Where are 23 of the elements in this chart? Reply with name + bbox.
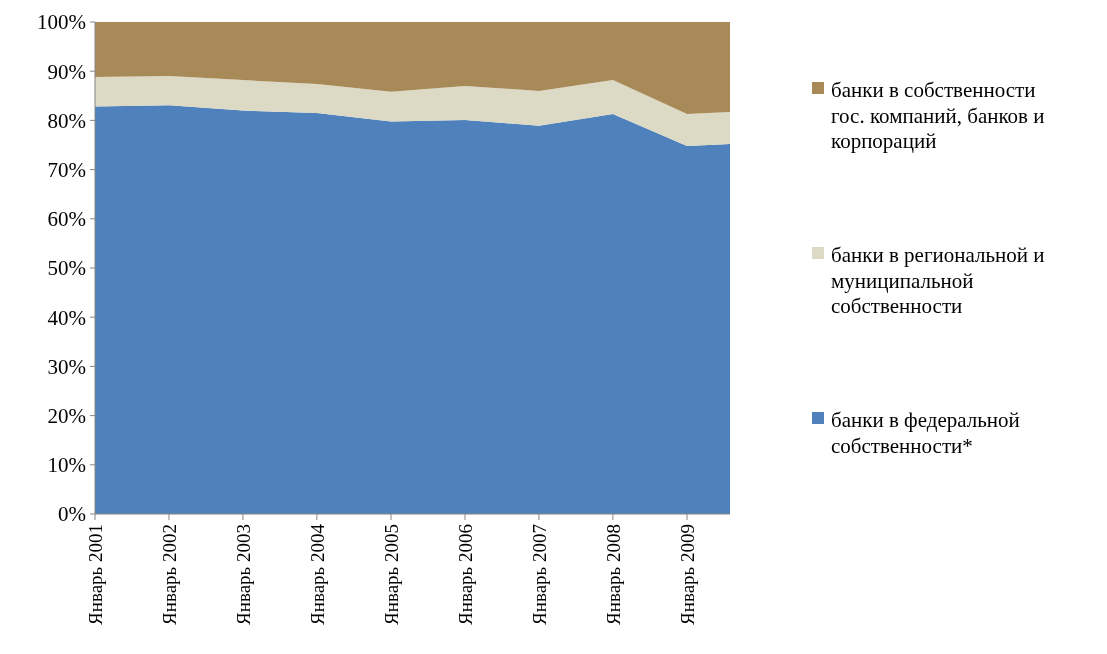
x-tick-label: Январь 2002 [158, 524, 180, 625]
x-tick-label: Январь 2009 [676, 524, 698, 625]
legend-label: банки в федеральной собственности* [831, 408, 1020, 458]
x-tick-label: Январь 2006 [454, 524, 476, 625]
x-tick-label: Январь 2001 [84, 524, 106, 625]
y-tick-label: 50% [47, 256, 86, 281]
x-tick-label: Январь 2005 [380, 524, 402, 625]
y-tick-label: 40% [47, 305, 86, 330]
x-tick-label: Январь 2008 [602, 524, 624, 625]
y-tick-label: 70% [47, 157, 86, 182]
x-tick-label: Январь 2003 [232, 524, 254, 625]
y-tick-label: 60% [47, 207, 86, 232]
legend-label: банки в региональной и муниципальной собственности [831, 243, 1045, 318]
y-tick-label: 30% [47, 354, 86, 379]
legend-label: банки в собственности гос. компаний, банков и корпораций [831, 78, 1045, 153]
y-tick-label: 90% [47, 59, 86, 84]
x-tick-label: Январь 2007 [528, 524, 550, 625]
y-tick-label: 0% [58, 502, 86, 527]
x-tick-label: Январь 2004 [306, 523, 328, 625]
y-tick-label: 20% [47, 403, 86, 428]
y-tick-label: 80% [47, 108, 86, 133]
y-tick-label: 10% [47, 453, 86, 478]
y-tick-label: 100% [37, 10, 86, 35]
